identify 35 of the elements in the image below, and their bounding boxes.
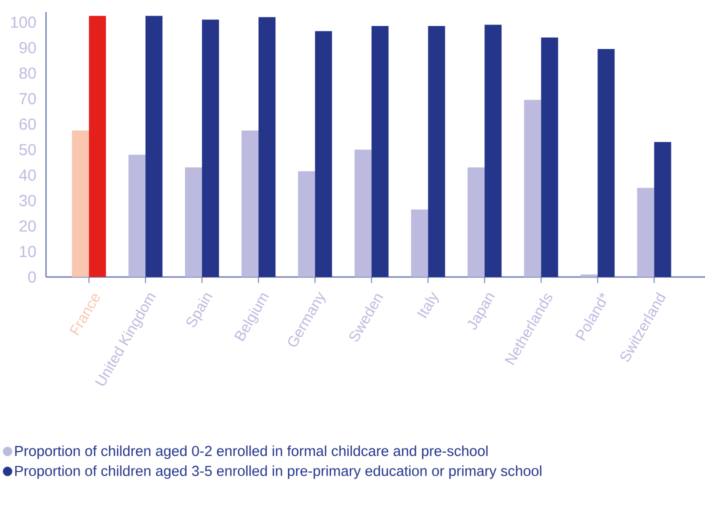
y-tick-label: 90	[20, 42, 36, 54]
y-tick-label: 0	[28, 271, 36, 283]
bar	[598, 48, 615, 277]
bar	[654, 142, 672, 277]
y-tick-label: 100	[11, 16, 36, 28]
bar	[145, 16, 162, 277]
y-tick-label: 40	[19, 169, 36, 181]
bar	[298, 171, 316, 277]
bar	[468, 167, 485, 277]
bar	[524, 100, 542, 277]
bar	[411, 209, 428, 277]
bar	[202, 20, 219, 277]
legend-label: Proportion of children aged 3-5 enrolled in pre-primary education or primary school	[15, 465, 542, 479]
bar	[315, 31, 332, 277]
bar	[184, 167, 202, 277]
y-tick-label: 80	[19, 68, 36, 79]
y-tick-label: 70	[20, 92, 36, 104]
bar	[354, 150, 372, 277]
bar	[484, 24, 502, 277]
bar	[128, 154, 146, 277]
y-tick-label: 50	[19, 144, 36, 156]
legend-label: Proportion of children aged 0-2 enrolled in formal childcare and pre-school	[15, 445, 488, 459]
y-tick-label: 30	[19, 194, 36, 206]
bar	[637, 188, 654, 277]
bar	[242, 130, 259, 277]
bar	[372, 26, 389, 277]
y-tick-label: 20	[20, 220, 36, 232]
bar	[428, 26, 446, 277]
bar	[88, 16, 106, 277]
y-tick-label: 60	[20, 118, 36, 130]
bar	[72, 130, 89, 277]
bar	[541, 37, 558, 277]
bar	[580, 274, 598, 277]
bar	[258, 17, 276, 277]
y-tick-label: 10	[20, 246, 36, 258]
